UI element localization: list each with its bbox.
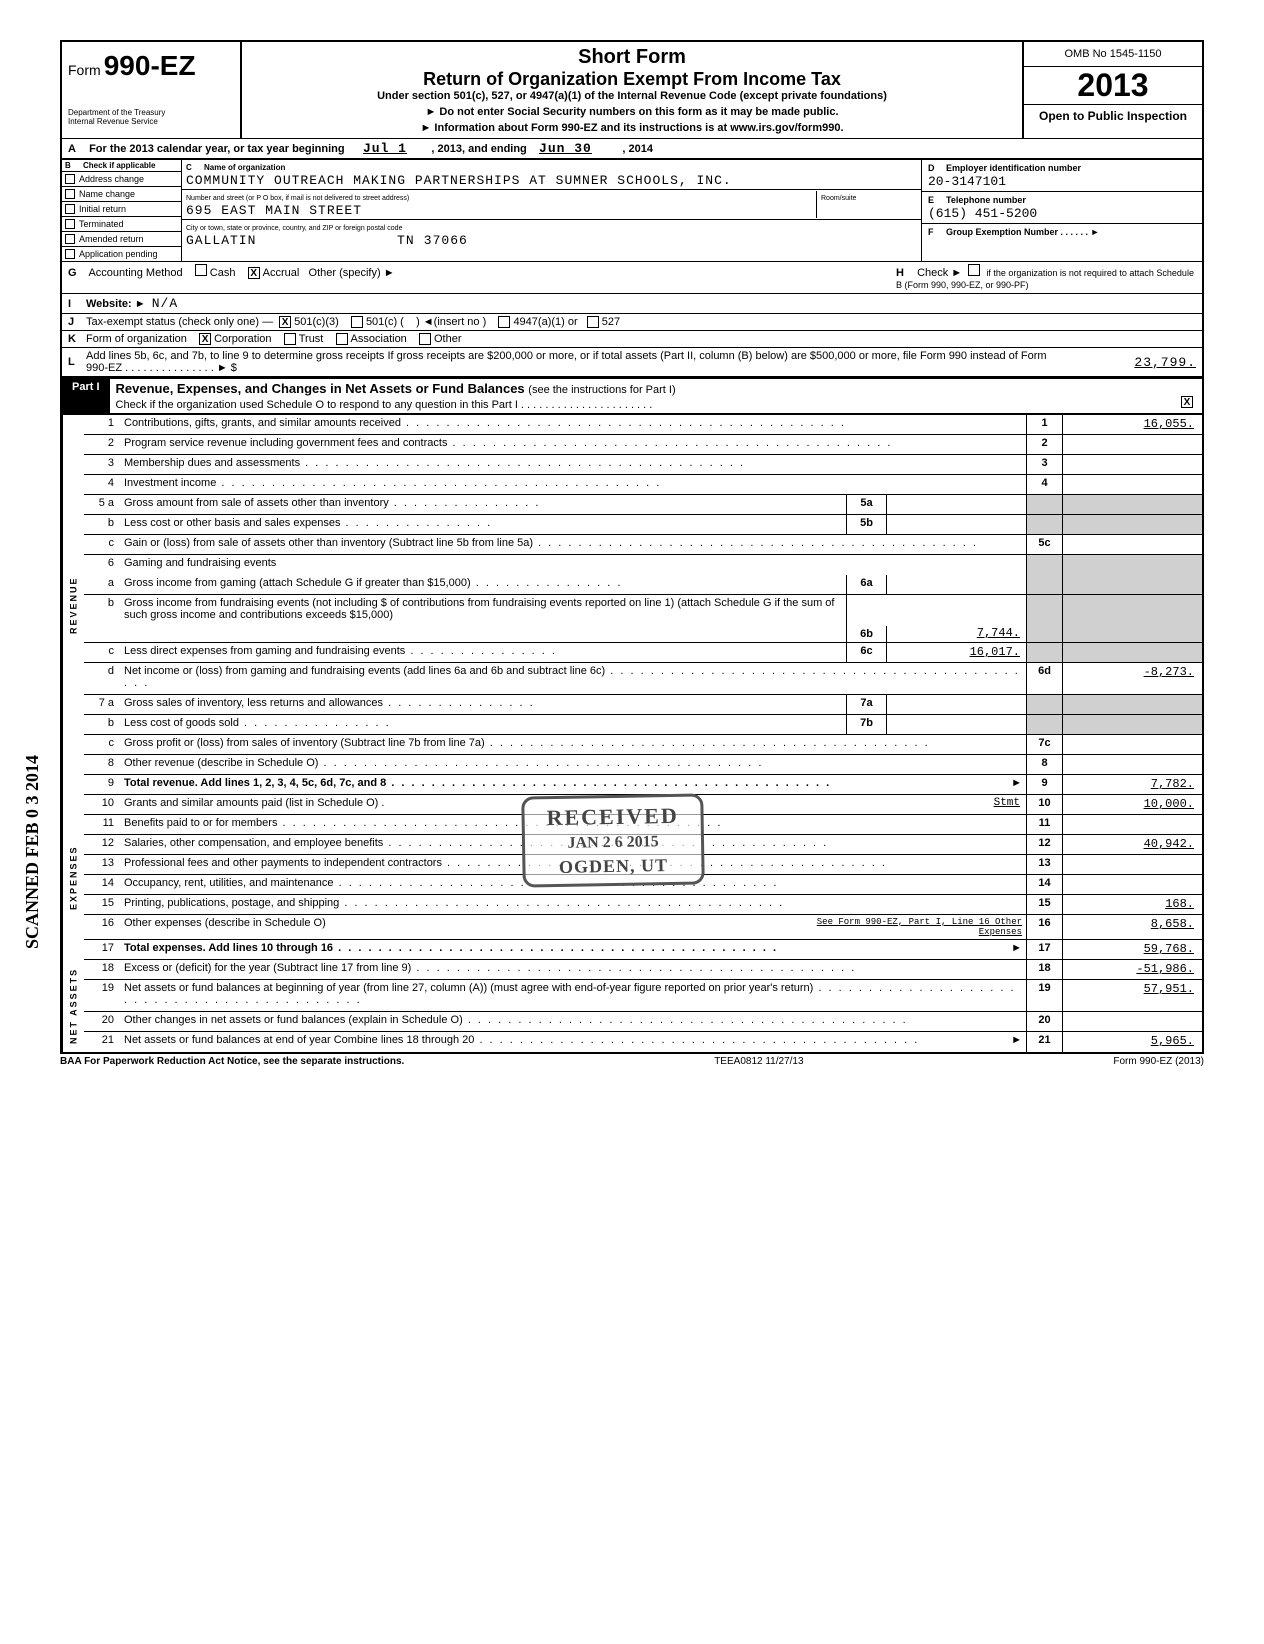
line-10-val: 10,000. (1062, 795, 1202, 814)
checkbox-sched-b[interactable] (968, 264, 980, 276)
col-c-org: CName of organization COMMUNITY OUTREACH… (182, 160, 922, 261)
row-j: J Tax-exempt status (check only one) — X… (60, 314, 1204, 331)
checkbox-app-pending[interactable] (65, 249, 75, 259)
scanned-stamp: SCANNED FEB 0 3 2014 (22, 755, 43, 949)
checkbox-trust[interactable] (284, 333, 296, 345)
checkbox-amended[interactable] (65, 234, 75, 244)
col-d-e-f: DEmployer identification number 20-31471… (922, 160, 1202, 261)
checkbox-cash[interactable] (195, 264, 207, 276)
telephone: (615) 451-5200 (928, 206, 1037, 221)
gross-receipts: 23,799. (1056, 355, 1196, 370)
checkbox-corp[interactable]: X (199, 333, 211, 345)
line-1-val: 16,055. (1062, 415, 1202, 434)
col-b-checks: BCheck if applicable Address change Name… (62, 160, 182, 261)
checkbox-terminated[interactable] (65, 219, 75, 229)
checkbox-527[interactable] (587, 316, 599, 328)
checkbox-assoc[interactable] (336, 333, 348, 345)
org-name: COMMUNITY OUTREACH MAKING PARTNERSHIPS A… (186, 173, 732, 188)
org-address: 695 EAST MAIN STREET (186, 203, 362, 218)
checkbox-other[interactable] (419, 333, 431, 345)
line-6b-val: 7,744. (887, 624, 1026, 642)
omb-number: OMB No 1545-1150 (1024, 42, 1202, 67)
header-left: Form 990-EZ Department of the Treasury I… (62, 42, 242, 138)
line-9-val: 7,782. (1062, 775, 1202, 794)
line-11-val (1062, 815, 1202, 834)
line-5c-val (1062, 535, 1202, 554)
side-revenue: REVENUE (62, 415, 84, 795)
line-18-val: -51,986. (1062, 960, 1202, 979)
line-4-val (1062, 475, 1202, 494)
row-k: K Form of organization XCorporation Trus… (60, 331, 1204, 348)
notice-1: ► Do not enter Social Security numbers o… (250, 106, 1014, 118)
header-center: Short Form Return of Organization Exempt… (242, 42, 1022, 138)
line-20-val (1062, 1012, 1202, 1031)
notice-2: ► Information about Form 990-EZ and its … (250, 122, 1014, 134)
checkbox-sched-o[interactable]: X (1181, 396, 1193, 408)
row-h: H Check ► if the organization is not req… (896, 264, 1196, 291)
line-6d-val: -8,273. (1062, 663, 1202, 694)
org-city: GALLATIN (186, 233, 256, 248)
year-begin: Jul 1 (363, 141, 407, 156)
row-l: L Add lines 5b, 6c, and 7b, to line 9 to… (60, 348, 1204, 378)
org-state: TN (397, 233, 415, 248)
dept-label: Department of the Treasury Internal Reve… (68, 108, 234, 126)
inspection-label: Open to Public Inspection (1024, 104, 1202, 127)
checkbox-initial-return[interactable] (65, 204, 75, 214)
line-14-val (1062, 875, 1202, 894)
header-right: OMB No 1545-1150 2013 Open to Public Ins… (1022, 42, 1202, 138)
row-i: I Website: ► N/A (60, 294, 1204, 314)
line-7c-val (1062, 735, 1202, 754)
part-1-header: Part I Revenue, Expenses, and Changes in… (60, 378, 1204, 415)
website: N/A (152, 296, 178, 311)
checkbox-address-change[interactable] (65, 174, 75, 184)
short-form-title: Short Form (250, 46, 1014, 69)
line-8-val (1062, 755, 1202, 774)
line-21-val: 5,965. (1062, 1032, 1202, 1052)
footer: BAA For Paperwork Reduction Act Notice, … (60, 1052, 1204, 1067)
line-3-val (1062, 455, 1202, 474)
line-15-val: 168. (1062, 895, 1202, 914)
checkbox-501c[interactable] (351, 316, 363, 328)
part-1-table: RECEIVED JAN 2 6 2015 OGDEN, UT SCANNED … (60, 415, 1204, 1052)
form-label: Form (68, 62, 101, 78)
form-number: 990-EZ (104, 50, 196, 81)
tax-year: 2013 (1024, 67, 1202, 104)
checkbox-name-change[interactable] (65, 189, 75, 199)
side-expenses: EXPENSES (62, 795, 84, 960)
line-2-val (1062, 435, 1202, 454)
year-end: Jun 30 (539, 141, 592, 156)
line-19-val: 57,951. (1062, 980, 1202, 1011)
return-title: Return of Organization Exempt From Incom… (250, 69, 1014, 90)
ein: 20-3147101 (928, 174, 1006, 189)
under-section: Under section 501(c), 527, or 4947(a)(1)… (250, 90, 1014, 102)
checkbox-501c3[interactable]: X (279, 316, 291, 328)
checkbox-accrual[interactable]: X (248, 267, 260, 279)
org-zip: 37066 (424, 233, 468, 248)
row-g: G Accounting Method Cash XAccrual Other … (68, 264, 896, 291)
received-stamp: RECEIVED JAN 2 6 2015 OGDEN, UT (521, 793, 705, 887)
side-net-assets: NET ASSETS (62, 960, 84, 1052)
line-12-val: 40,942. (1062, 835, 1202, 854)
line-13-val (1062, 855, 1202, 874)
row-a: A For the 2013 calendar year, or tax yea… (60, 138, 1204, 158)
line-17-val: 59,768. (1062, 940, 1202, 959)
checkbox-4947[interactable] (498, 316, 510, 328)
line-6c-val: 16,017. (887, 643, 1026, 662)
line-16-val: 8,658. (1062, 915, 1202, 939)
